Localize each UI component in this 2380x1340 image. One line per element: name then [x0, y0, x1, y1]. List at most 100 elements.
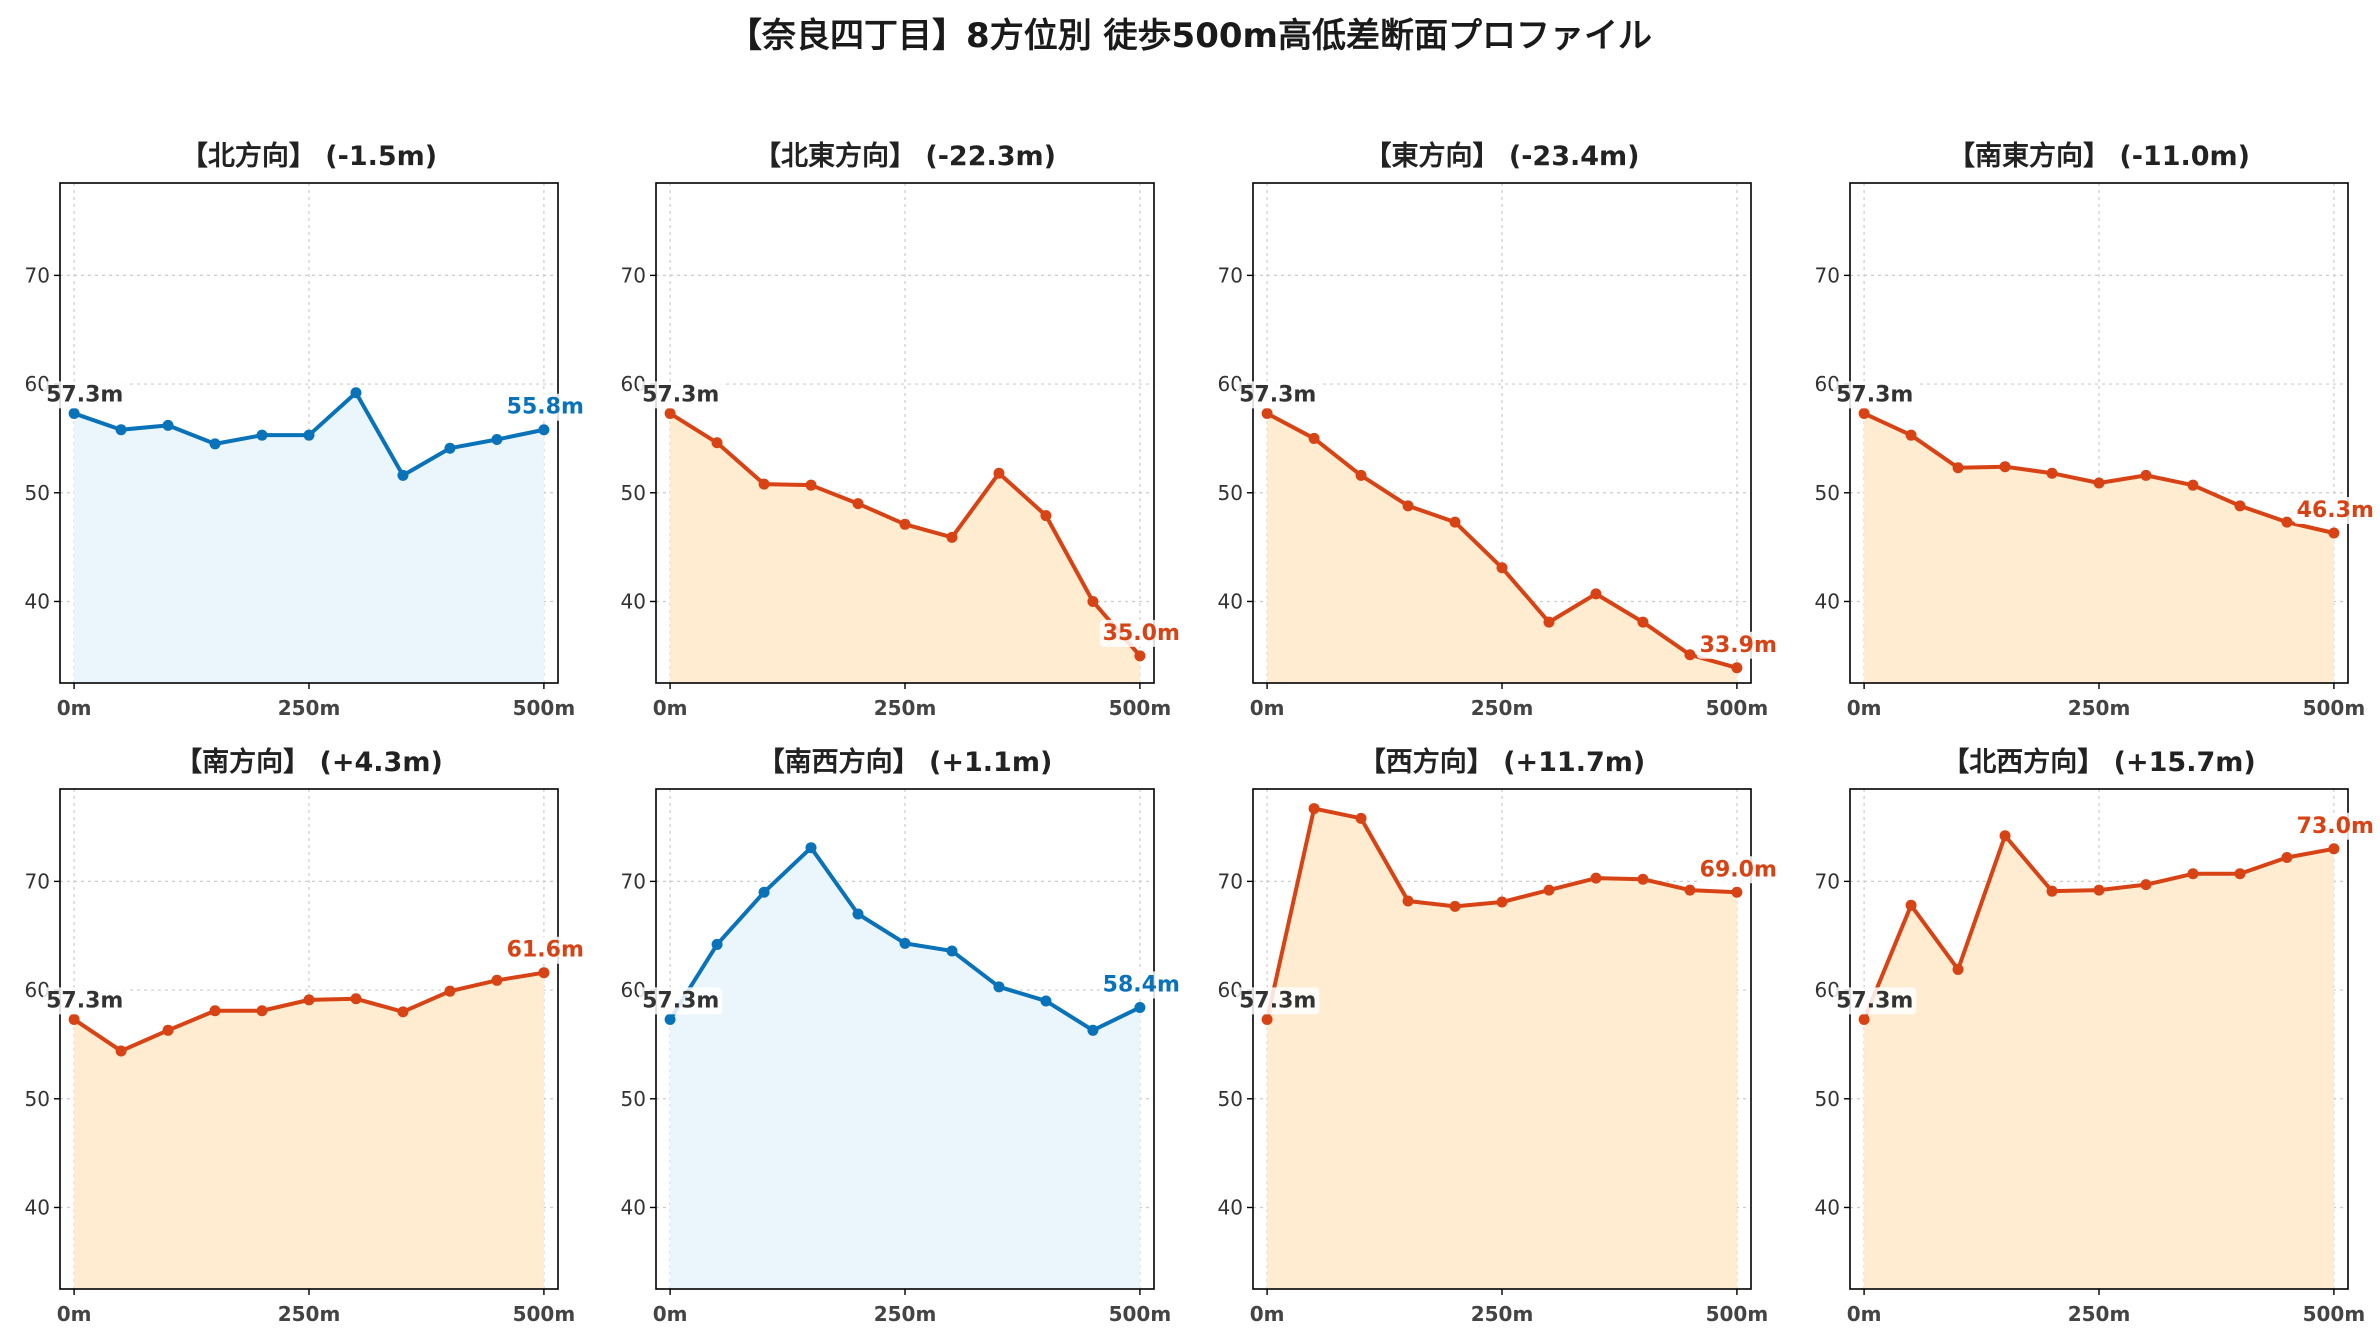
- data-point: [946, 945, 958, 957]
- x-tick-label: 250m: [874, 696, 937, 720]
- x-tick-label: 500m: [1706, 696, 1769, 720]
- data-point: [1999, 461, 2011, 473]
- data-point: [1637, 873, 1649, 885]
- start-value-label: 57.3m: [1239, 382, 1316, 407]
- data-point: [1308, 803, 1320, 815]
- data-point: [2234, 868, 2246, 880]
- data-point: [1858, 407, 1870, 419]
- data-point: [68, 1013, 80, 1025]
- y-tick-label: 50: [1815, 481, 1840, 505]
- y-tick-label: 70: [1218, 869, 1243, 893]
- x-tick-label: 500m: [1109, 696, 1172, 720]
- start-value-label: 57.3m: [642, 382, 719, 407]
- data-point: [1858, 1013, 1870, 1025]
- start-value-label-bg: [43, 381, 127, 409]
- end-value-label-bg: [1696, 631, 1780, 659]
- panel-title: 【南方向】 (+4.3m): [175, 746, 443, 778]
- data-point: [805, 479, 817, 491]
- y-tick-label: 70: [25, 263, 50, 287]
- data-point: [2093, 884, 2105, 896]
- x-tick-label: 0m: [1250, 1302, 1285, 1326]
- data-point: [491, 434, 503, 446]
- x-tick-label: 250m: [1471, 696, 1534, 720]
- data-point: [1040, 995, 1052, 1007]
- y-tick-label: 70: [1815, 263, 1840, 287]
- end-value-label-bg: [503, 936, 587, 964]
- data-point: [115, 424, 127, 436]
- data-point: [1543, 616, 1555, 628]
- data-point: [1731, 886, 1743, 898]
- x-tick-label: 500m: [2303, 696, 2366, 720]
- data-point: [1040, 510, 1052, 522]
- data-point: [899, 937, 911, 949]
- x-tick-label: 500m: [513, 1302, 576, 1326]
- y-tick-label: 50: [621, 481, 646, 505]
- area-fill: [74, 972, 544, 1289]
- data-point: [1905, 429, 1917, 441]
- start-value-label: 57.3m: [46, 988, 123, 1013]
- y-tick-label: 50: [621, 1087, 646, 1111]
- data-point: [397, 1006, 409, 1018]
- x-tick-label: 0m: [1847, 696, 1882, 720]
- y-tick-label: 40: [621, 1195, 646, 1219]
- data-point: [1952, 462, 1964, 474]
- start-value-label: 57.3m: [1239, 988, 1316, 1013]
- data-point: [1496, 896, 1508, 908]
- start-value-label-bg: [1236, 987, 1320, 1015]
- data-point: [946, 531, 958, 543]
- y-tick-label: 50: [1218, 1087, 1243, 1111]
- data-point: [350, 993, 362, 1005]
- x-tick-label: 0m: [1250, 696, 1285, 720]
- start-value-label-bg: [1236, 381, 1320, 409]
- y-tick-label: 40: [1218, 1195, 1243, 1219]
- data-point: [1402, 500, 1414, 512]
- area-fill: [74, 392, 544, 683]
- y-tick-label: 50: [25, 481, 50, 505]
- area-fill: [670, 847, 1140, 1289]
- data-point: [444, 985, 456, 997]
- area-fill: [1267, 808, 1737, 1289]
- data-point: [1684, 884, 1696, 896]
- start-value-label: 57.3m: [46, 382, 123, 407]
- start-value-label-bg: [1833, 987, 1917, 1015]
- panel-title: 【北方向】 (-1.5m): [181, 140, 437, 172]
- data-point: [1355, 469, 1367, 481]
- data-point: [538, 424, 550, 436]
- data-point: [1999, 830, 2011, 842]
- y-tick-label: 40: [1218, 589, 1243, 613]
- x-tick-label: 250m: [2068, 696, 2131, 720]
- data-point: [664, 1013, 676, 1025]
- data-point: [2046, 467, 2058, 479]
- data-point: [1261, 1013, 1273, 1025]
- data-point: [303, 994, 315, 1006]
- data-point: [1308, 432, 1320, 444]
- data-point: [1590, 872, 1602, 884]
- x-tick-label: 0m: [1847, 1302, 1882, 1326]
- data-point: [805, 842, 817, 854]
- y-tick-label: 40: [25, 589, 50, 613]
- start-value-label: 57.3m: [1836, 988, 1913, 1013]
- end-value-label: 35.0m: [1103, 621, 1180, 646]
- data-point: [209, 438, 221, 450]
- x-tick-label: 0m: [57, 1302, 92, 1326]
- data-point: [711, 938, 723, 950]
- area-fill: [1864, 835, 2334, 1289]
- y-tick-label: 70: [621, 263, 646, 287]
- y-tick-label: 70: [1815, 869, 1840, 893]
- data-point: [397, 469, 409, 481]
- y-tick-label: 50: [1218, 481, 1243, 505]
- start-value-label-bg: [1833, 381, 1917, 409]
- data-point: [993, 981, 1005, 993]
- data-point: [2140, 469, 2152, 481]
- end-value-label-bg: [2293, 497, 2377, 524]
- data-point: [538, 967, 550, 979]
- data-point: [1087, 1024, 1099, 1036]
- data-point: [303, 429, 315, 441]
- data-point: [1087, 595, 1099, 607]
- y-tick-label: 40: [1815, 589, 1840, 613]
- data-point: [1134, 650, 1146, 662]
